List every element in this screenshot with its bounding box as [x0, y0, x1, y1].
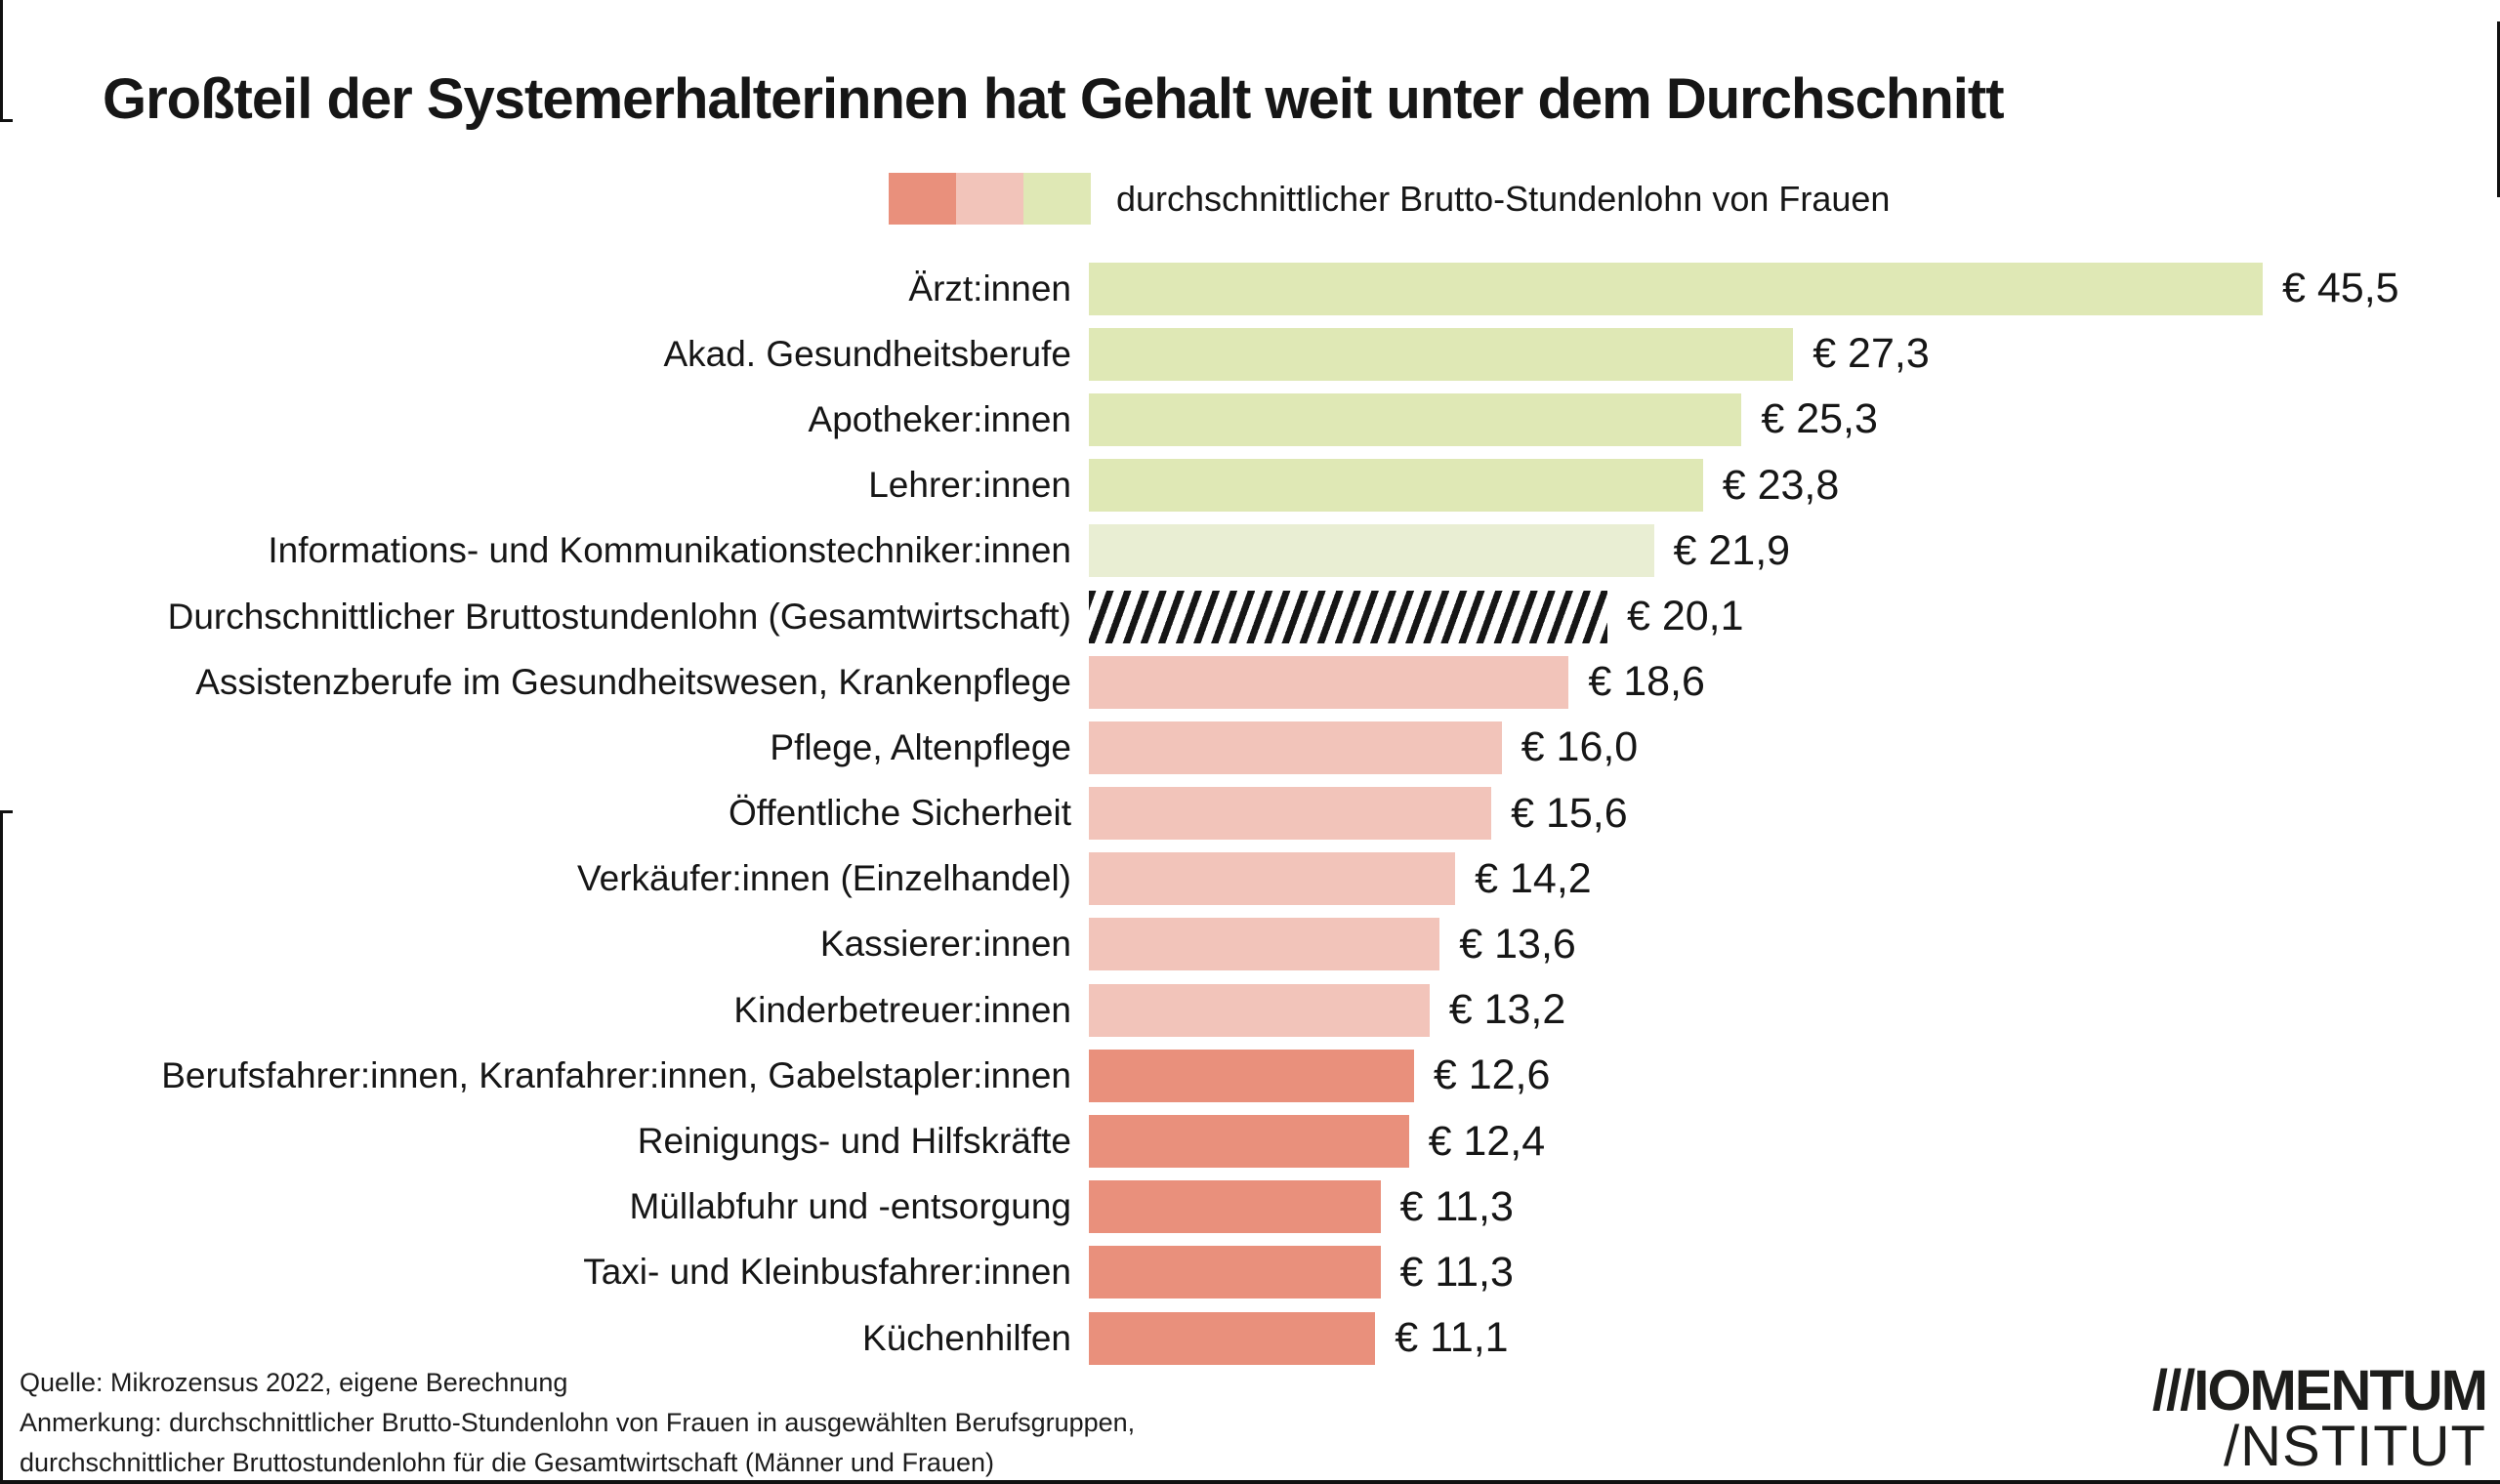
row-bar: [1089, 983, 1430, 1037]
chart-row: Kinderbetreuer:innen € 13,2: [0, 977, 2500, 1043]
frame-left-top-segment: [0, 0, 3, 122]
row-bar: [1089, 327, 1794, 381]
row-value: € 25,3: [1761, 395, 1878, 443]
chart-row: Küchenhilfen € 11,1: [0, 1305, 2500, 1371]
row-bar: [1089, 1180, 1381, 1234]
frame-left-bottom-segment: [0, 810, 3, 1484]
row-value: € 12,6: [1433, 1051, 1551, 1099]
chart-row: Kassierer:innen € 13,6: [0, 912, 2500, 977]
row-label: Kinderbetreuer:innen: [733, 989, 1071, 1030]
row-label: Taxi- und Kleinbusfahrer:innen: [583, 1252, 1071, 1293]
chart-row: Assistenzberufe im Gesundheitswesen, Kra…: [0, 649, 2500, 715]
momentum-institut-logo: ///IOMENTUM /NSTITUT: [2151, 1359, 2488, 1478]
row-bar: [1089, 655, 1569, 709]
frame-right-top-segment: [2497, 21, 2500, 197]
chart-row: Durchschnittlicher Bruttostundenlohn (Ge…: [0, 584, 2500, 649]
row-label: Apotheker:innen: [808, 398, 1071, 439]
frame-bottom-border: [0, 1480, 2500, 1484]
chart-row: Informations- und Kommunikationstechnike…: [0, 518, 2500, 584]
footer-source: Quelle: Mikrozensus 2022, eigene Berechn…: [20, 1368, 568, 1397]
bar-chart: Ärzt:innen € 45,5 Akad. Gesundheitsberufe €…: [0, 256, 2500, 1371]
row-label: Durchschnittlicher Bruttostundenlohn (Ge…: [167, 596, 1071, 637]
row-bar: [1089, 1246, 1381, 1299]
row-label: Assistenzberufe im Gesundheitswesen, Kra…: [195, 661, 1071, 702]
row-label: Reinigungs- und Hilfskräfte: [637, 1121, 1071, 1162]
row-value: € 11,1: [1395, 1314, 1509, 1362]
chart-row: Apotheker:innen € 25,3: [0, 387, 2500, 452]
row-bar: [1089, 1311, 1376, 1365]
footer-note-line-2: durchschnittlicher Bruttostundenlohn für…: [20, 1448, 994, 1477]
row-value: € 11,3: [1399, 1248, 1514, 1296]
legend-swatch-rose: [956, 173, 1023, 225]
row-bar: [1089, 787, 1492, 841]
row-value: € 16,0: [1521, 723, 1639, 771]
row-label: Verkäufer:innen (Einzelhandel): [577, 858, 1071, 899]
row-value: € 18,6: [1588, 658, 1705, 706]
row-bar: [1089, 852, 1456, 906]
frame-left-tick: [0, 119, 13, 122]
row-bar: [1089, 459, 1703, 513]
chart-row: Berufsfahrer:innen, Kranfahrer:innen, Ga…: [0, 1043, 2500, 1108]
row-value: € 13,2: [1448, 986, 1566, 1034]
frame-left-tick-2: [0, 810, 13, 813]
row-value: € 45,5: [2282, 265, 2399, 312]
row-label: Kassierer:innen: [819, 924, 1071, 965]
legend-label: durchschnittlicher Brutto-Stundenlohn vo…: [1116, 178, 1891, 219]
chart-row: Pflege, Altenpflege € 16,0: [0, 715, 2500, 780]
row-label: Lehrer:innen: [868, 465, 1071, 506]
chart-row: Reinigungs- und Hilfskräfte € 12,4: [0, 1108, 2500, 1174]
chart-row: Verkäufer:innen (Einzelhandel) € 14,2: [0, 846, 2500, 912]
legend-swatch-green: [1023, 173, 1091, 225]
row-value: € 21,9: [1673, 526, 1791, 574]
row-value: € 27,3: [1812, 330, 1930, 378]
row-bar: [1089, 262, 2263, 315]
row-value: € 15,6: [1511, 789, 1628, 837]
chart-row: Lehrer:innen € 23,8: [0, 453, 2500, 518]
page-title: Großteil der Systemerhalterinnen hat Geh…: [103, 67, 2005, 131]
row-value: € 23,8: [1722, 461, 1840, 509]
footer-note-line-1: Anmerkung: durchschnittlicher Brutto-Stu…: [20, 1408, 1136, 1437]
chart-row: Ärzt:innen € 45,5: [0, 256, 2500, 321]
chart-row: Taxi- und Kleinbusfahrer:innen € 11,3: [0, 1240, 2500, 1305]
row-label: Küchenhilfen: [862, 1317, 1071, 1358]
row-label: Berufsfahrer:innen, Kranfahrer:innen, Ga…: [161, 1054, 1071, 1095]
row-value: € 14,2: [1475, 854, 1592, 902]
row-value: € 13,6: [1459, 920, 1576, 968]
row-bar: [1089, 918, 1440, 971]
row-label: Ärzt:innen: [908, 268, 1071, 309]
row-value: € 12,4: [1428, 1117, 1546, 1165]
row-label: Akad. Gesundheitsberufe: [663, 333, 1071, 374]
row-value: € 20,1: [1626, 593, 1744, 640]
row-bar: [1089, 524, 1654, 578]
row-bar: [1089, 1049, 1414, 1102]
logo-line-institut: /NSTITUT: [2224, 1415, 2486, 1478]
row-label: Müllabfuhr und -entsorgung: [629, 1186, 1071, 1227]
row-label: Öffentliche Sicherheit: [728, 793, 1071, 834]
row-bar-hatched: [1089, 590, 1607, 643]
chart-row: Öffentliche Sicherheit € 15,6: [0, 781, 2500, 846]
row-bar: [1089, 1115, 1409, 1169]
chart-row: Müllabfuhr und -entsorgung € 11,3: [0, 1175, 2500, 1240]
legend-swatch-salmon: [889, 173, 956, 225]
row-label: Pflege, Altenpflege: [770, 726, 1071, 767]
row-bar: [1089, 721, 1502, 774]
row-label: Informations- und Kommunikationstechnike…: [268, 530, 1071, 571]
chart-row: Akad. Gesundheitsberufe € 27,3: [0, 321, 2500, 387]
footer: Quelle: Mikrozensus 2022, eigene Berechn…: [20, 1363, 1135, 1483]
logo-line-momentum: ///IOMENTUM: [2151, 1359, 2488, 1422]
row-value: € 11,3: [1399, 1182, 1514, 1230]
chart-legend: durchschnittlicher Brutto-Stundenlohn vo…: [889, 173, 1890, 225]
row-bar: [1089, 392, 1742, 446]
